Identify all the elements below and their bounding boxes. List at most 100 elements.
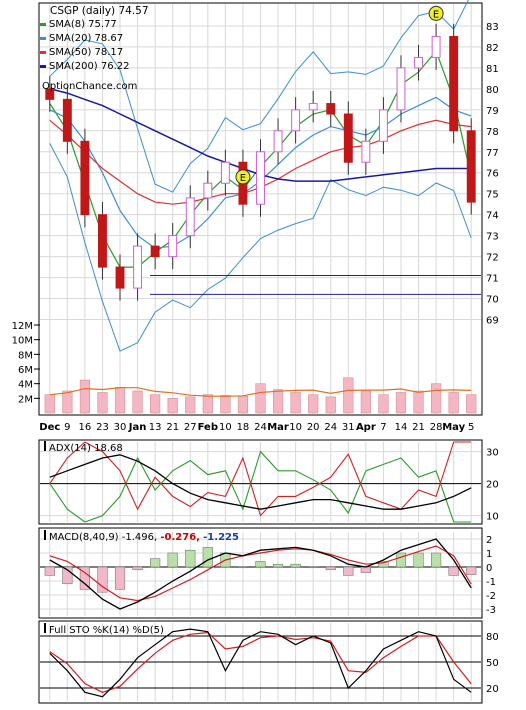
volume-bar [360, 390, 371, 414]
date-label: 30 [114, 422, 127, 433]
macd-value-3: -1.225 [203, 532, 239, 543]
sto-grid [40, 623, 481, 701]
macd-hist-bar [132, 566, 143, 571]
adx-ticks: 30 20 10 [486, 448, 499, 523]
macd-value-2: -0.276, [160, 532, 200, 543]
macd-hist-bar [44, 566, 55, 576]
candle-body [220, 161, 230, 184]
date-label: 10 [219, 422, 232, 433]
candle-body [168, 235, 178, 258]
adx-tick-label: 20 [486, 480, 499, 491]
macd-hist-bar [448, 566, 459, 576]
macd-hist-bar [150, 558, 161, 568]
volume-bar [413, 390, 424, 414]
adx-panel: 30 20 10 ADX(14) 18.68 [38, 439, 499, 525]
adx-label: ADX(14) 18.68 [49, 443, 123, 454]
price-legend: CSGP (daily) 74.57 SMA(8) 75.77 SMA(20) 7… [40, 5, 149, 92]
sto-panel: 80 50 20 Full STO %K(14) %D(5) [38, 620, 499, 704]
adx-marker [44, 441, 46, 451]
symbol-label: CSGP (daily) 74.57 [50, 5, 149, 17]
earnings-markers: EE [235, 5, 444, 185]
macd-hist-bar [62, 566, 73, 585]
volume-bar [448, 392, 459, 414]
legend-swatch [40, 37, 46, 40]
candle-body [203, 182, 213, 199]
adx-lines [49, 441, 472, 523]
candle-body [62, 98, 72, 142]
candle-body [378, 109, 388, 142]
candle-body [45, 88, 55, 100]
date-label: 10 [289, 422, 302, 433]
candle-body [396, 67, 406, 111]
price-tick-label: 71 [486, 274, 499, 285]
legend-label: SMA(50) 78.17 [49, 47, 123, 58]
macd-tick-label: -3 [486, 605, 496, 616]
volume-bar [150, 394, 161, 414]
date-label: 28 [430, 422, 443, 433]
legend-label: SMA(20) 78.67 [49, 33, 123, 44]
date-label: Dec [39, 422, 60, 433]
price-tick-label: 74 [486, 211, 499, 222]
date-label: 21 [412, 422, 425, 433]
volume-average-line [49, 387, 472, 397]
macd-line [49, 538, 472, 610]
volume-tick-label: 4M [18, 380, 33, 391]
macd-tick-label: 2 [486, 535, 492, 546]
volume-bar [44, 394, 55, 414]
macd-tick-label: -2 [486, 591, 496, 602]
volume-bar [202, 394, 213, 414]
candle-body [414, 56, 423, 69]
macd-signal-line [49, 545, 472, 602]
sto-d-line [49, 631, 472, 693]
volume-tick-label: 10M [12, 336, 33, 347]
date-label: Feb [198, 422, 218, 433]
earnings-marker-label: E [433, 9, 439, 20]
macd-hist-bar [290, 563, 301, 568]
macd-hist-bar [167, 552, 178, 568]
earnings-marker-label: E [240, 173, 246, 184]
macd-hist-bar [255, 561, 266, 568]
date-label: Jan [128, 422, 147, 433]
legend-label: SMA(8) 75.77 [49, 19, 117, 30]
macd-hist-bar [237, 566, 249, 569]
candle-body [343, 113, 353, 163]
date-label: Apr [356, 422, 376, 433]
date-label: 7 [380, 422, 386, 433]
macd-hist-bar [325, 566, 336, 571]
volume-bar [220, 395, 231, 414]
candle-body [449, 35, 459, 132]
macd-hist-bar [79, 566, 90, 590]
candle-body [98, 214, 107, 268]
date-axis: Dec 9 16 23 30 Jan 13 21 27 Feb 10 18 24 Mar 10 20 24 31 A… [39, 422, 474, 433]
date-label: 21 [166, 422, 179, 433]
sto-marker [44, 623, 46, 633]
date-label: 9 [64, 422, 70, 433]
candle-body [150, 245, 160, 258]
earnings-marker [428, 5, 444, 21]
legend-items: SMA(8) 75.77 SMA(20) 78.67 SMA(50) 78.17 SM… [40, 19, 130, 72]
sto-lines [49, 628, 472, 698]
macd-hist-bar [413, 552, 424, 568]
price-ticks: 83 82 81 80 79 78 77 76 75 74 73 72 71 70 69 [486, 22, 499, 327]
volume-bar [255, 383, 266, 414]
macd-tick-label: 1 [486, 549, 492, 560]
legend-swatch [40, 23, 46, 26]
date-label: 5 [468, 422, 474, 433]
price-tick-label: 75 [486, 190, 499, 201]
legend-swatch [40, 51, 46, 54]
price-tick-label: 77 [486, 148, 499, 159]
price-tick-label: 73 [486, 232, 499, 243]
price-tick-label: 80 [486, 85, 499, 96]
date-label: 16 [79, 422, 92, 433]
volume-bar [431, 383, 442, 414]
volume-bars [44, 377, 477, 414]
sto-tick-label: 50 [486, 658, 499, 669]
volume-bar [466, 394, 477, 414]
date-label: 27 [184, 422, 197, 433]
macd-hist-bar [466, 566, 477, 575]
macd-hist-bar [114, 566, 126, 590]
date-label: 20 [307, 422, 320, 433]
volume-bar [272, 389, 284, 414]
macd-label: MACD(8,40,9) -1.496, -0.276, -1.225 [49, 532, 239, 543]
